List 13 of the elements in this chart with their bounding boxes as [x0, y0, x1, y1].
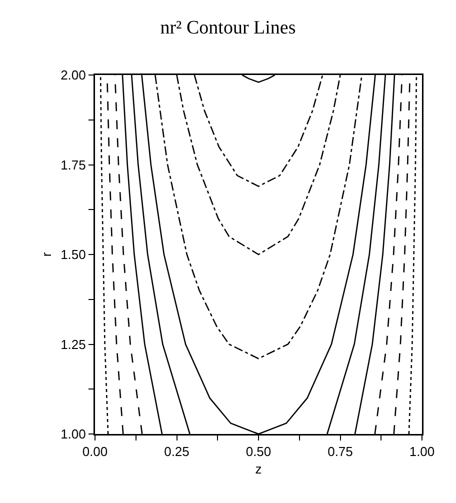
x-tick-label: 0.75 [328, 444, 353, 460]
y-tick-label: 2.00 [60, 68, 86, 83]
y-tick-label: 1.00 [60, 426, 86, 442]
y-tick-label: 1.50 [60, 247, 86, 262]
x-tick-label: 0.00 [82, 444, 108, 460]
x-axis-title: z [255, 461, 262, 476]
y-axis-title: r [38, 252, 54, 257]
chart-title: nr² Contour Lines [160, 17, 296, 38]
y-tick-label: 1.75 [60, 157, 86, 172]
x-tick-label: 0.50 [246, 444, 272, 460]
y-tick-label: 1.25 [60, 336, 86, 352]
x-tick-label: 0.25 [164, 444, 190, 460]
x-tick-label: 1.00 [409, 444, 435, 460]
